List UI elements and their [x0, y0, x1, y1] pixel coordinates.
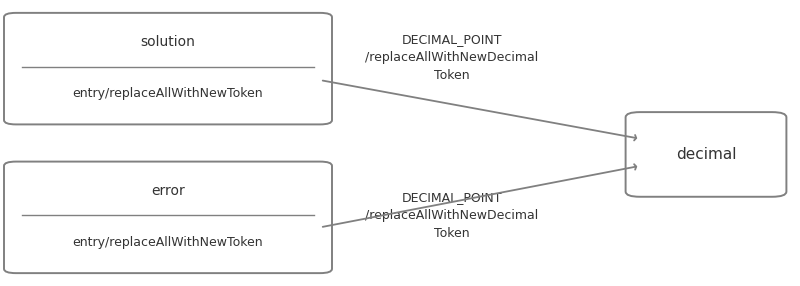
- FancyBboxPatch shape: [4, 162, 332, 273]
- Text: error: error: [151, 184, 185, 198]
- FancyBboxPatch shape: [626, 112, 786, 197]
- Text: DECIMAL_POINT
/replaceAllWithNewDecimal
Token: DECIMAL_POINT /replaceAllWithNewDecimal …: [366, 33, 538, 82]
- FancyBboxPatch shape: [4, 13, 332, 124]
- Text: DECIMAL_POINT
/replaceAllWithNewDecimal
Token: DECIMAL_POINT /replaceAllWithNewDecimal …: [366, 191, 538, 241]
- Text: decimal: decimal: [676, 147, 736, 162]
- Text: solution: solution: [141, 35, 195, 49]
- Text: entry/replaceAllWithNewToken: entry/replaceAllWithNewToken: [73, 87, 263, 100]
- Text: entry/replaceAllWithNewToken: entry/replaceAllWithNewToken: [73, 236, 263, 249]
